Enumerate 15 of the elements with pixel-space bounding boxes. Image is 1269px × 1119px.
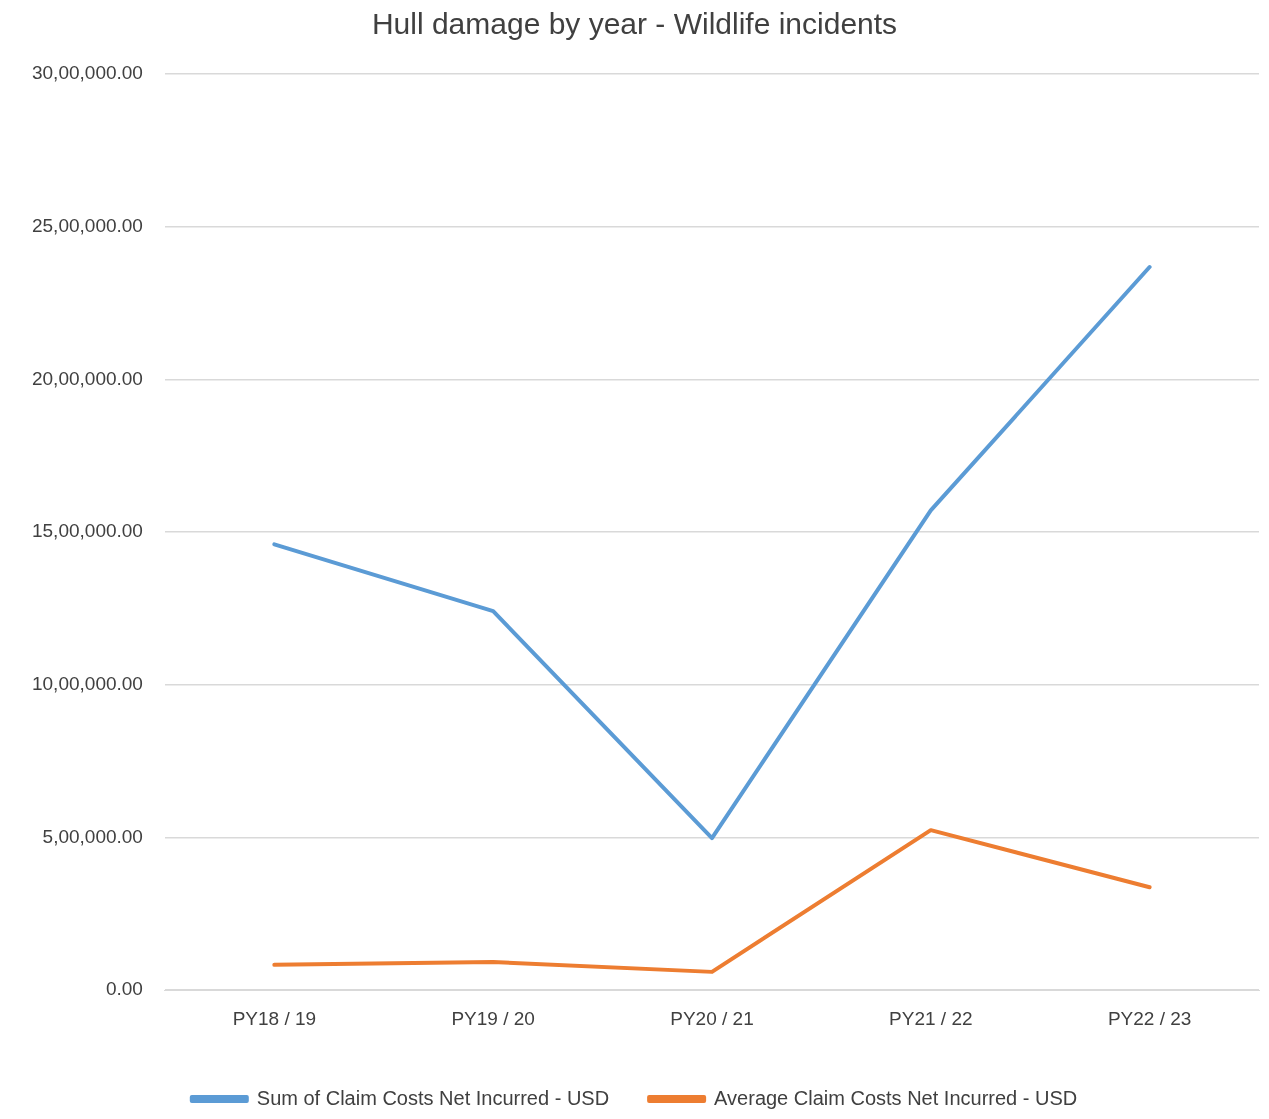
y-tick-label: 15,00,000.00 [31, 520, 143, 542]
legend-label: Average Claim Costs Net Incurred - USD [714, 1086, 1078, 1109]
x-tick-label: PY18 / 19 [232, 1007, 317, 1029]
legend-label: Sum of Claim Costs Net Incurred - USD [256, 1086, 610, 1109]
y-tick-label: 30,00,000.00 [31, 62, 143, 84]
x-tick-label: PY22 / 23 [1107, 1007, 1192, 1029]
x-tick-label: PY21 / 22 [889, 1007, 973, 1029]
y-tick-label: 0.00 [105, 978, 143, 1000]
y-tick-label: 10,00,000.00 [31, 673, 143, 695]
y-tick-label: 20,00,000.00 [31, 367, 143, 389]
y-tick-label: 5,00,000.00 [42, 825, 143, 847]
chart-title: Hull damage by year - Wildlife incidents [371, 7, 898, 41]
y-tick-label: 25,00,000.00 [31, 214, 143, 236]
x-tick-label: PY20 / 21 [670, 1007, 754, 1029]
x-tick-label: PY19 / 20 [451, 1007, 535, 1029]
